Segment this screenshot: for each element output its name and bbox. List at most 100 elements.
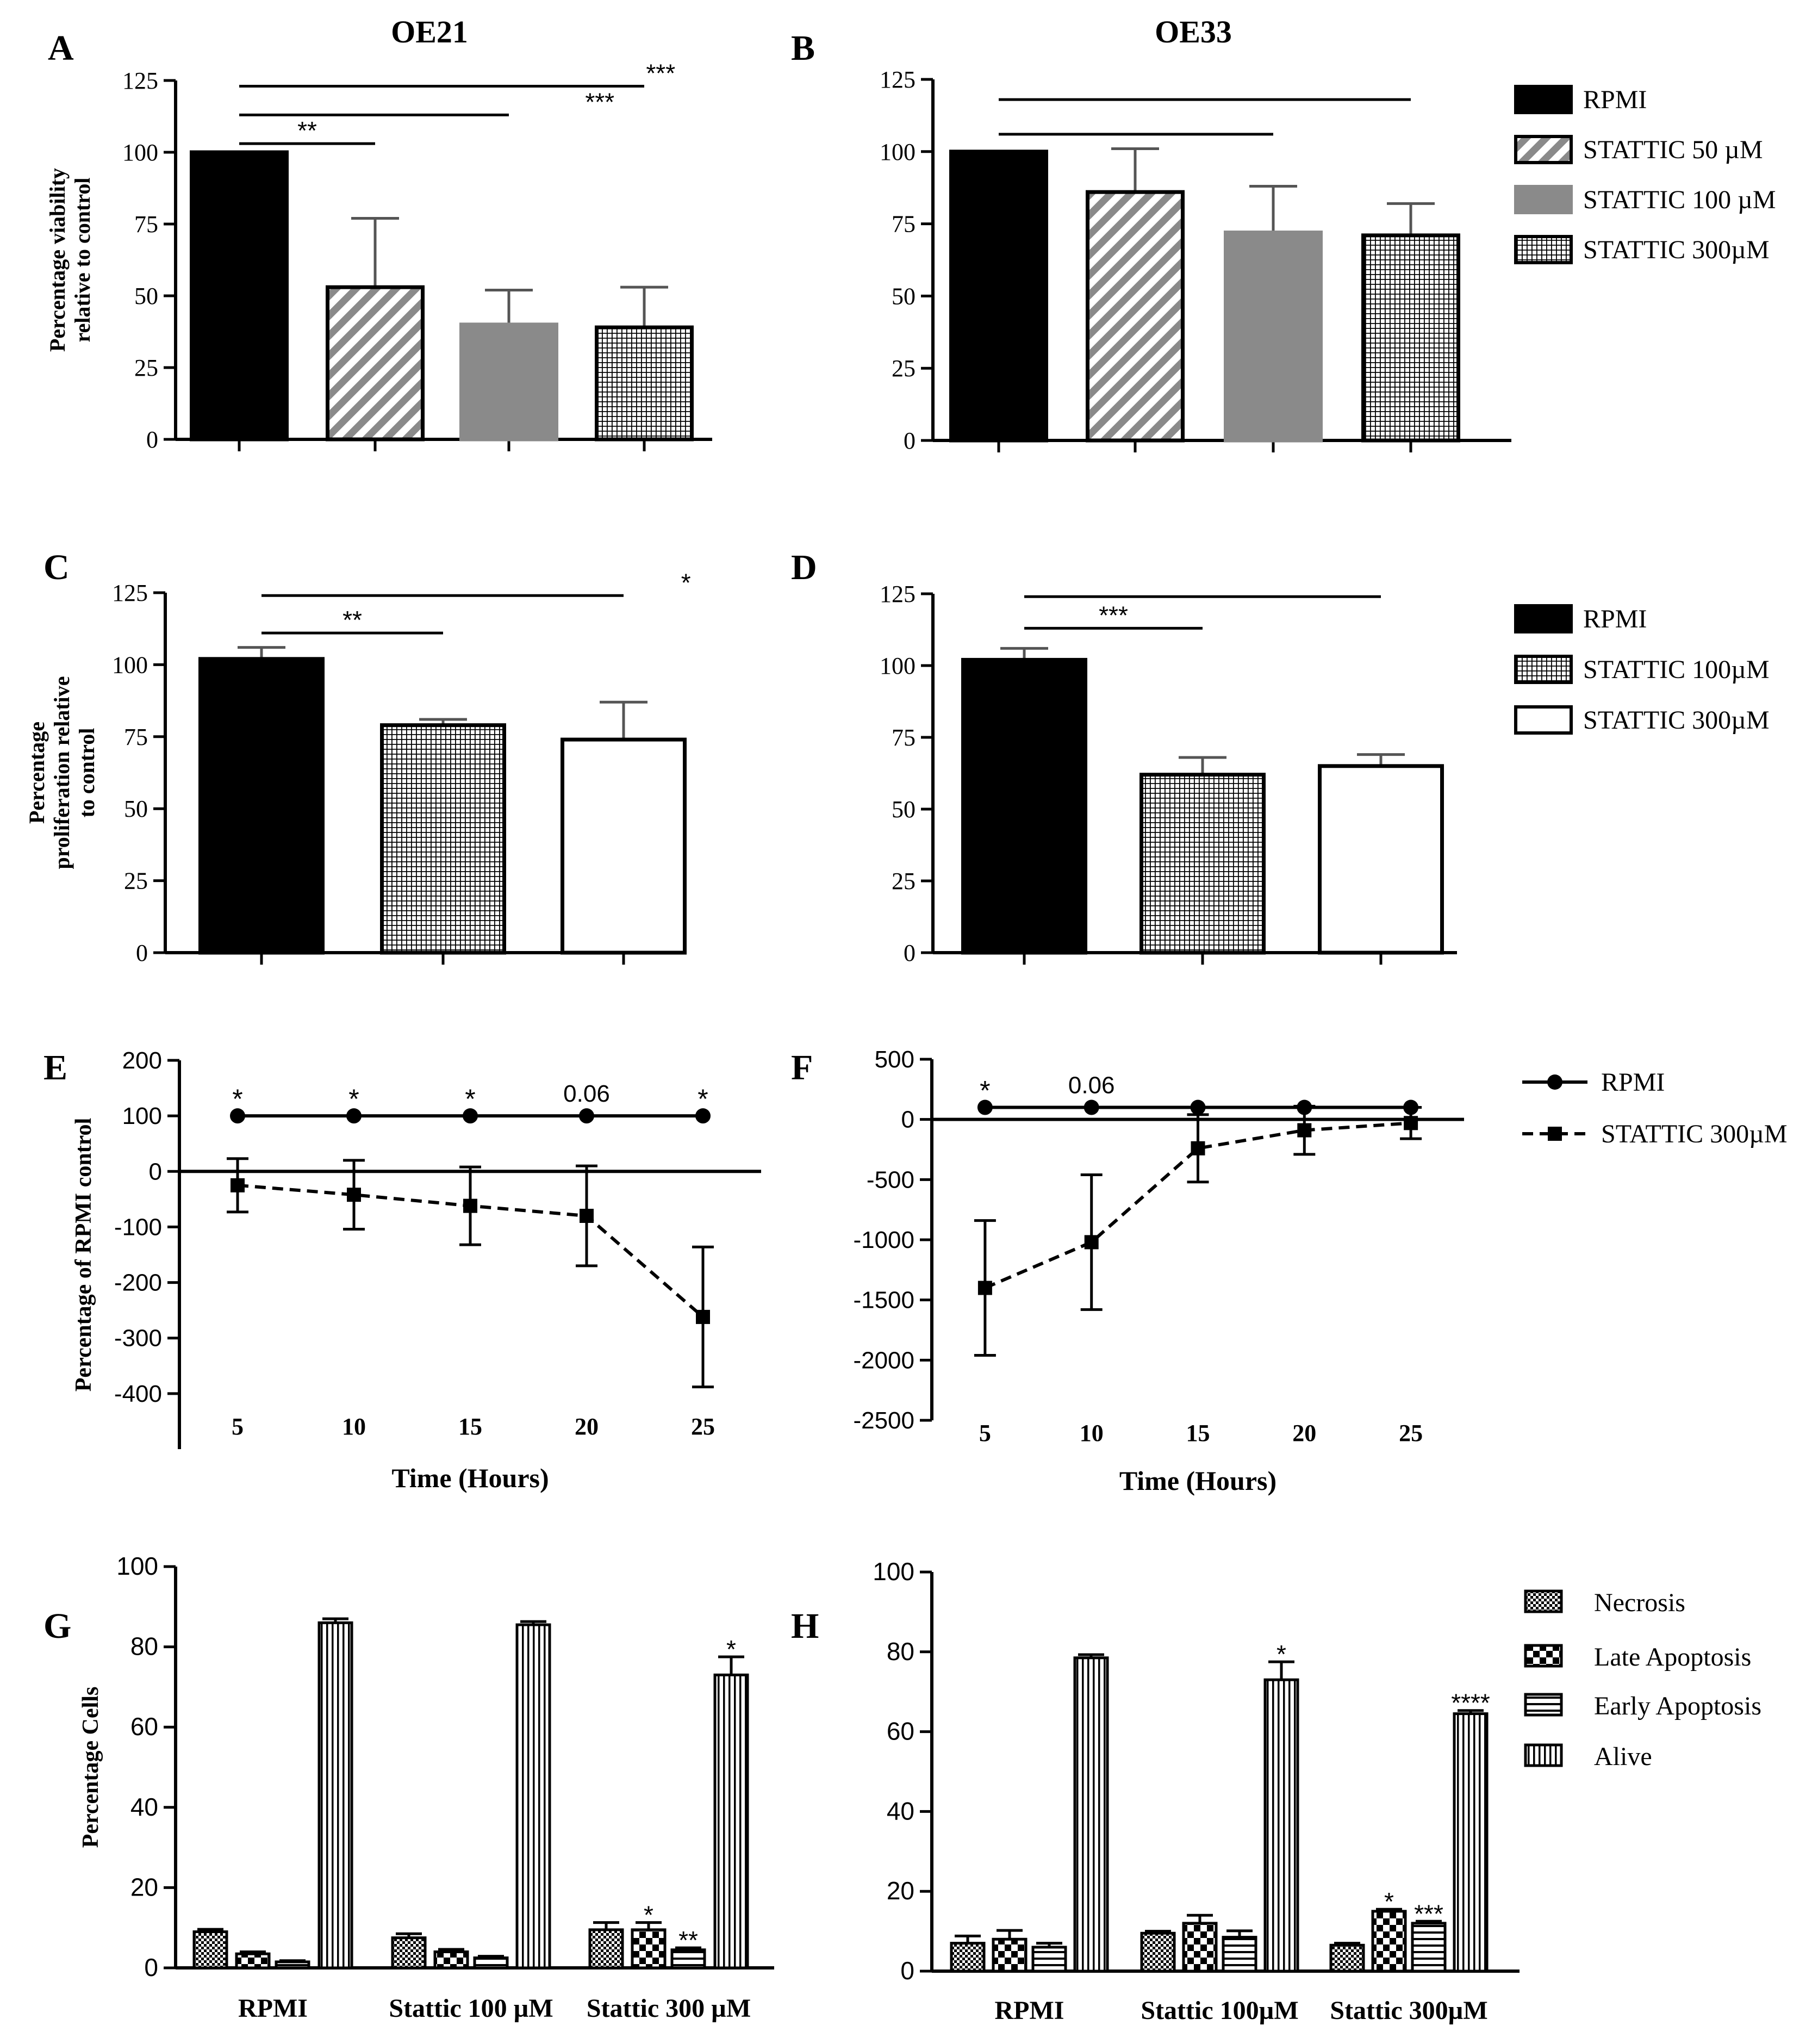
x-tick-label-F: 5 <box>979 1420 991 1446</box>
bar-G-1 <box>631 1928 667 1970</box>
point-E-1 <box>347 1188 361 1202</box>
y-tick-label-C: 25 <box>124 868 148 894</box>
y-tick-label-H: 80 <box>887 1637 914 1666</box>
chart-title-A: OE21 <box>391 14 468 49</box>
point-E-1 <box>463 1198 477 1213</box>
y-tick-label-C: 50 <box>124 796 148 822</box>
bar-A-2 <box>459 322 558 442</box>
y-tick-label-A: 25 <box>134 355 158 381</box>
group-label-G: RPMI <box>238 1994 308 2023</box>
legend-gh-label: Alive <box>1594 1742 1652 1771</box>
significance-label-G: ** <box>678 1926 698 1954</box>
point-annotation-E: * <box>465 1084 475 1114</box>
panel-label-D: D <box>791 548 817 587</box>
bar-G-0 <box>192 1930 228 1970</box>
x-tick-label-F: 15 <box>1186 1420 1210 1446</box>
panel-label-C: C <box>43 548 70 587</box>
significance-label-H: *** <box>1414 1899 1443 1928</box>
y-axis-label-C: proliferation relative <box>49 676 74 869</box>
y-tick-label-C: 100 <box>112 651 148 678</box>
y-tick-label-F: -2000 <box>853 1347 914 1374</box>
y-axis-label-A: Percentage viability <box>45 168 70 352</box>
y-tick-label-E: -200 <box>114 1270 162 1296</box>
bar-G-3 <box>317 1621 353 1970</box>
bar-G-1 <box>433 1950 469 1970</box>
y-tick-label-D: 50 <box>892 796 916 823</box>
bar-D-0 <box>961 657 1087 955</box>
y-tick-label-B: 100 <box>880 139 916 165</box>
y-tick-label-F: 0 <box>901 1107 914 1133</box>
group-label-H: Stattic 100µM <box>1141 1996 1298 2025</box>
point-annotation-F: * <box>980 1076 990 1106</box>
legend-ab-swatch <box>1514 185 1573 214</box>
y-tick-label-G: 40 <box>130 1793 158 1821</box>
y-tick-label-G: 60 <box>130 1712 158 1741</box>
x-axis-label-E: Time (Hours) <box>391 1463 549 1493</box>
point-annotation-E: * <box>232 1084 242 1114</box>
y-tick-label-D: 100 <box>880 653 916 679</box>
point-E-0 <box>695 1108 711 1124</box>
x-tick-label-E: 15 <box>458 1413 482 1440</box>
significance-label-A: *** <box>585 88 614 116</box>
legend-gh-swatch <box>1524 1743 1563 1767</box>
point-annotation-F: 0.06 <box>1068 1072 1115 1099</box>
bar-H-1 <box>1371 1910 1407 1973</box>
bar-B-0 <box>949 150 1048 443</box>
bar-B-1 <box>1086 190 1185 443</box>
y-tick-label-D: 75 <box>892 724 916 751</box>
point-E-0 <box>463 1108 478 1124</box>
y-tick-label-A: 0 <box>146 426 158 453</box>
bar-H-0 <box>1140 1931 1176 1973</box>
legend-cd-swatch <box>1514 604 1573 633</box>
significance-label-C: ** <box>343 606 362 634</box>
group-label-G: Stattic 300 µM <box>587 1994 751 2023</box>
panel-label-H: H <box>791 1606 819 1646</box>
bar-A-1 <box>326 285 425 442</box>
y-tick-label-F: -1500 <box>853 1287 914 1314</box>
y-axis-label-G: Percentage Cells <box>78 1687 103 1848</box>
y-tick-label-G: 100 <box>116 1552 158 1580</box>
y-tick-label-E: 0 <box>149 1158 162 1185</box>
legend-gh-swatch <box>1524 1693 1563 1717</box>
y-tick-label-F: -1000 <box>853 1227 914 1253</box>
legend-cd-swatch <box>1514 705 1573 735</box>
bar-H-3 <box>1453 1712 1489 1973</box>
bar-H-3 <box>1073 1656 1109 1973</box>
y-tick-label-B: 25 <box>892 355 916 382</box>
point-F-0 <box>1190 1099 1206 1115</box>
y-tick-label-A: 100 <box>122 139 158 166</box>
y-axis-label-C: Percentage <box>24 722 49 824</box>
y-tick-label-E: -100 <box>114 1214 162 1240</box>
point-F-1 <box>1404 1116 1418 1130</box>
y-tick-label-F: 500 <box>875 1046 914 1073</box>
panel-label-E: E <box>43 1048 67 1088</box>
y-tick-label-C: 0 <box>136 940 148 966</box>
y-tick-label-C: 125 <box>112 580 148 606</box>
bar-G-2 <box>670 1948 706 1970</box>
y-tick-label-B: 0 <box>904 427 916 454</box>
bar-D-2 <box>1318 764 1444 955</box>
significance-label-H: * <box>1384 1887 1394 1916</box>
point-F-1 <box>977 1281 992 1295</box>
y-tick-label-B: 75 <box>892 211 916 238</box>
x-tick-label-E: 25 <box>691 1413 715 1440</box>
legend-ef-label: STATTIC 300µM <box>1601 1120 1788 1148</box>
panel-label-A: A <box>48 28 74 68</box>
y-tick-label-A: 75 <box>134 211 158 238</box>
legend-cd-swatch <box>1514 655 1573 684</box>
bar-D-1 <box>1139 773 1266 955</box>
bar-H-2 <box>1031 1946 1067 1973</box>
x-tick-label-F: 20 <box>1292 1420 1316 1446</box>
bar-H-3 <box>1263 1678 1299 1973</box>
legend-ef-marker <box>1547 1074 1562 1090</box>
chart-title-B: OE33 <box>1155 14 1232 49</box>
significance-label-G: * <box>726 1635 736 1663</box>
panel-label-B: B <box>791 28 815 68</box>
y-tick-label-G: 0 <box>144 1953 158 1981</box>
y-tick-label-D: 0 <box>904 940 916 966</box>
x-tick-label-F: 25 <box>1399 1420 1423 1446</box>
legend-cd-label: STATTIC 100µM <box>1583 655 1770 684</box>
y-tick-label-E: 100 <box>122 1103 162 1129</box>
panel-label-F: F <box>791 1048 813 1088</box>
